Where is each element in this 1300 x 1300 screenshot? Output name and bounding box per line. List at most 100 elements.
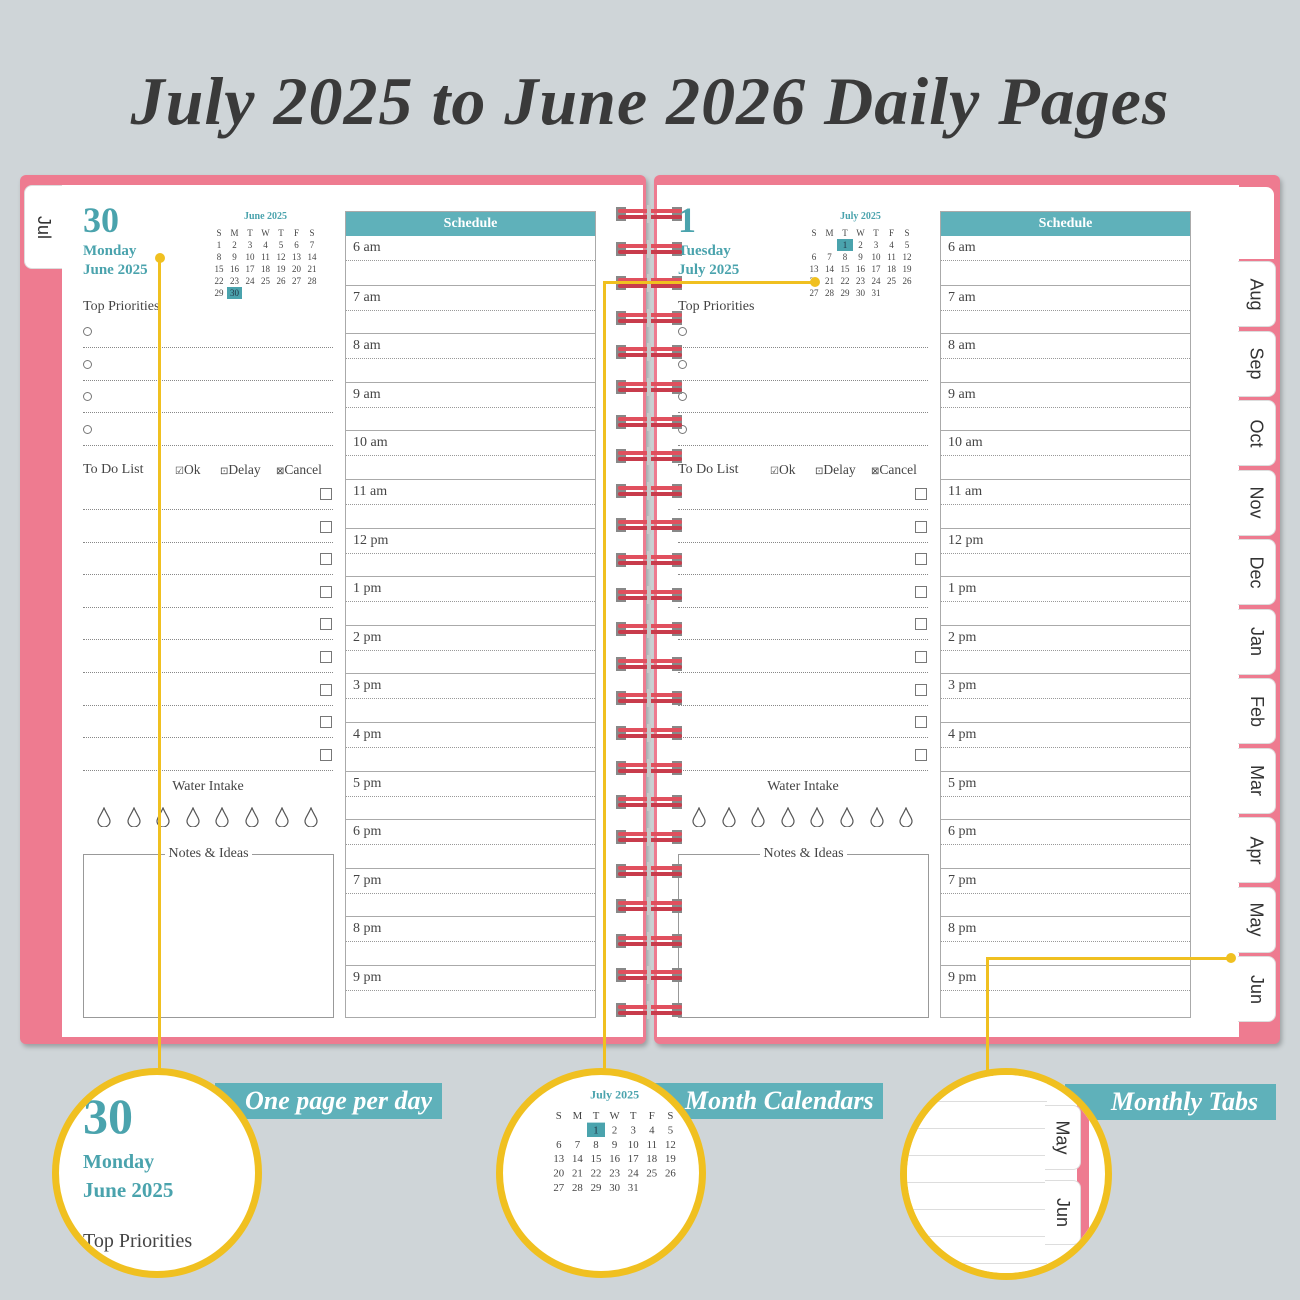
schedule-row[interactable]: 8 pm [346,916,595,965]
calendar-day[interactable]: 29 [214,288,224,298]
todo-checkbox[interactable] [915,683,927,696]
calendar-day[interactable]: 27 [553,1181,565,1194]
calendar-day[interactable]: 16 [230,264,239,274]
calendar-day[interactable]: 26 [902,276,912,286]
calendar-day[interactable]: 11 [261,252,270,262]
calendar-day[interactable]: 6 [556,1138,562,1151]
tab-sep[interactable]: Sep [1238,330,1276,397]
notes-box[interactable] [83,854,334,1018]
calendar-day[interactable]: 25 [887,276,896,286]
schedule-row[interactable]: 5 pm [346,770,595,820]
todo-line[interactable] [83,639,333,641]
priority-bullet[interactable] [678,359,687,369]
tab-mar[interactable]: Mar [1238,747,1276,814]
water-drop-icon[interactable] [869,806,885,828]
calendar-day[interactable]: 20 [553,1167,565,1179]
schedule-row[interactable]: 10 am [346,430,595,479]
todo-line[interactable] [83,704,333,706]
calendar-day[interactable]: 11 [646,1138,657,1151]
todo-checkbox[interactable] [915,553,927,566]
calendar-day[interactable]: 2 [611,1123,618,1136]
calendar-day[interactable]: 16 [609,1152,620,1165]
calendar-day[interactable]: 14 [825,264,834,274]
tab-apr[interactable]: Apr [1238,817,1276,883]
calendar-day[interactable]: 7 [827,252,832,262]
schedule-row[interactable]: 2 pm [346,624,595,674]
calendar-day[interactable]: 13 [292,252,301,262]
tab-may[interactable]: May [1238,886,1276,953]
schedule-row[interactable]: 11 am [346,478,595,528]
calendar-day[interactable]: 17 [627,1152,639,1165]
tab-dec[interactable]: Dec [1238,539,1276,605]
todo-line[interactable] [83,541,333,543]
todo-checkbox[interactable] [320,618,332,631]
priority-line[interactable] [83,347,333,348]
water-drop-icon[interactable] [780,806,796,828]
calendar-day[interactable]: 28 [572,1181,583,1194]
calendar-day[interactable]: 13 [553,1152,565,1165]
calendar-day[interactable]: 28 [825,288,834,298]
calendar-day[interactable]: 4 [889,240,894,250]
calendar-day[interactable]: 19 [902,264,912,274]
calendar-day[interactable]: 14 [572,1152,583,1165]
calendar-day[interactable]: 21 [572,1167,583,1179]
calendar-day[interactable]: 1 [837,239,853,251]
schedule-row[interactable]: 12 pm [346,527,595,577]
schedule-row[interactable]: 5 pm [941,770,1190,820]
priority-line[interactable] [678,412,928,413]
schedule-row[interactable]: 7 pm [346,867,595,917]
priority-bullet[interactable] [678,392,687,401]
calendar-day[interactable]: 5 [278,240,284,250]
priority-line[interactable] [83,412,333,413]
schedule-row[interactable]: 1 pm [941,576,1190,625]
calendar-day[interactable]: 26 [276,276,286,286]
calendar-day[interactable]: 10 [871,252,881,262]
calendar-day[interactable]: 21 [307,264,317,274]
calendar-day[interactable]: 28 [307,276,317,286]
calendar-day[interactable]: 5 [904,240,910,250]
tab-oct[interactable]: Oct [1238,400,1276,466]
priority-line[interactable] [83,444,333,446]
priority-bullet[interactable] [83,359,92,369]
calendar-day[interactable]: 25 [646,1167,658,1179]
calendar-day[interactable]: 10 [627,1138,639,1151]
schedule-row[interactable]: 2 pm [941,624,1190,674]
schedule-row[interactable]: 6 pm [941,819,1190,868]
calendar-day[interactable]: 31 [871,288,881,298]
calendar-day[interactable]: 4 [649,1123,655,1136]
calendar-day[interactable]: 4 [263,240,268,250]
calendar-day[interactable]: 1 [216,240,222,250]
calendar-day[interactable]: 15 [840,264,850,274]
tab-nov[interactable]: Nov [1238,469,1276,536]
calendar-day[interactable]: 22 [840,276,850,286]
calendar-day[interactable]: 6 [294,240,299,250]
water-drop-icon[interactable] [303,806,319,828]
schedule-row[interactable]: 3 pm [346,673,595,722]
schedule-row[interactable]: 6 am [941,236,1190,285]
todo-checkbox[interactable] [320,716,332,729]
tab-jan[interactable]: Jan [1238,608,1276,675]
calendar-day[interactable]: 3 [630,1123,636,1136]
schedule-row[interactable]: 12 pm [941,527,1190,577]
calendar-day[interactable]: 8 [216,252,222,262]
calendar-day[interactable]: 8 [842,252,848,262]
priority-bullet[interactable] [83,327,92,336]
calendar-day[interactable]: 15 [214,264,224,274]
calendar-day[interactable]: 29 [840,288,850,298]
todo-line[interactable] [678,606,928,608]
calendar-day[interactable]: 3 [873,240,879,250]
water-drop-icon[interactable] [839,806,855,828]
water-drop-icon[interactable] [721,806,737,828]
tab-jul[interactable]: Jul [24,185,64,269]
calendar-day[interactable]: 17 [245,264,255,274]
calendar-day[interactable]: 8 [593,1138,599,1151]
schedule-row[interactable]: 9 am [346,381,595,431]
schedule-row[interactable]: 8 am [941,333,1190,382]
todo-checkbox[interactable] [915,488,927,500]
calendar-day[interactable]: 30 [226,287,243,299]
calendar-day[interactable]: 24 [627,1167,639,1179]
notes-box[interactable] [678,854,929,1018]
calendar-day[interactable]: 14 [307,252,317,262]
calendar-day[interactable]: 29 [590,1181,602,1194]
todo-line[interactable] [83,606,333,608]
